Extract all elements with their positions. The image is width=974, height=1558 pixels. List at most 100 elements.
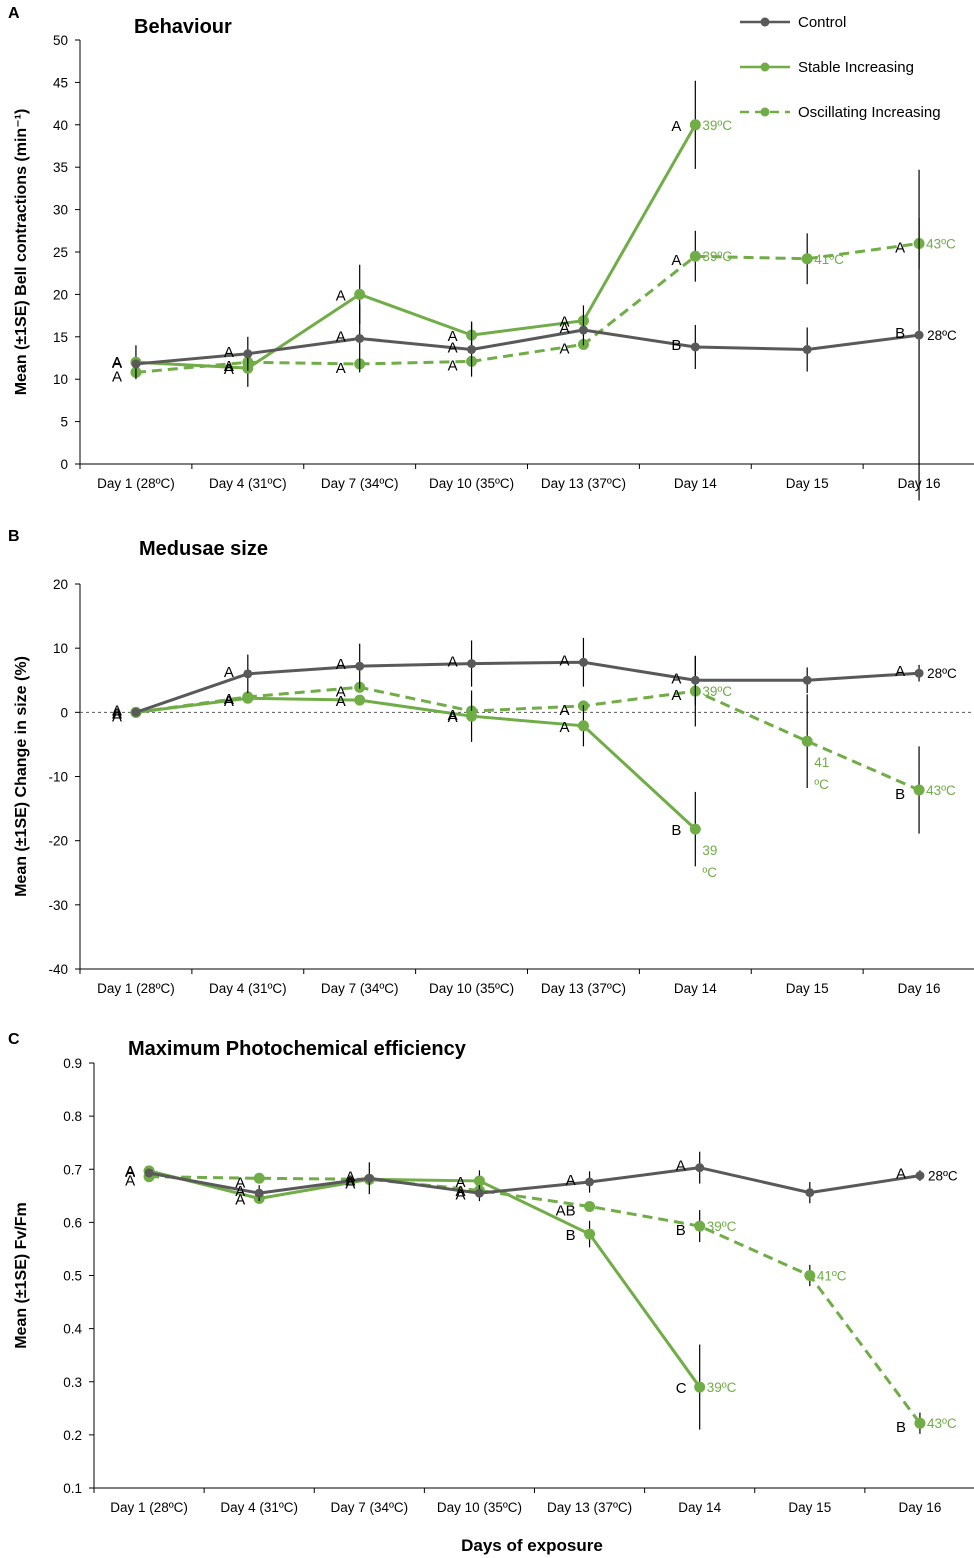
- significance-label: A: [112, 702, 122, 719]
- legend: Control Stable Increasing Oscillating In…: [740, 14, 941, 121]
- significance-label: A: [224, 664, 234, 681]
- significance-label: A: [671, 670, 681, 687]
- data-point-control: [355, 661, 365, 671]
- series-stable: [130, 690, 701, 867]
- data-point-stable: [577, 720, 589, 732]
- series-line-stable: [135, 696, 697, 831]
- x-tick-label: Day 1 (28ºC): [97, 981, 175, 996]
- significance-label: B: [896, 1419, 906, 1436]
- series-line-control: [148, 1166, 921, 1195]
- significance-label: B: [671, 337, 681, 354]
- significance-label: A: [448, 357, 458, 374]
- significance-label: A: [676, 1158, 686, 1175]
- y-tick-label: 30: [53, 203, 68, 218]
- significance-label: A: [336, 656, 346, 673]
- x-tick-label: Day 4 (31ºC): [209, 981, 287, 996]
- y-tick-label: 10: [53, 372, 68, 387]
- significance-label: A: [125, 1163, 135, 1180]
- significance-label: A: [336, 360, 346, 377]
- significance-label: A: [448, 707, 458, 724]
- x-tick-label: Day 7 (34ºC): [330, 1500, 408, 1515]
- data-point-oscillating: [694, 1220, 706, 1232]
- data-point-oscillating: [584, 1200, 596, 1212]
- significance-label: A: [336, 287, 346, 304]
- data-point-oscillating: [801, 253, 813, 265]
- significance-label: A: [448, 654, 458, 671]
- legend-control-marker: [760, 17, 770, 27]
- data-point-oscillating: [801, 735, 813, 747]
- significance-label: B: [566, 1227, 576, 1244]
- significance-label: A: [235, 1183, 245, 1200]
- y-axis-title: Mean (±1SE) Change in size (%): [13, 656, 30, 897]
- y-tick-label: -10: [48, 770, 68, 785]
- data-point-stable: [689, 823, 701, 835]
- significance-label: A: [224, 358, 234, 375]
- significance-label: B: [671, 822, 681, 839]
- data-point-control: [131, 359, 141, 369]
- x-tick-label: Day 15: [788, 1500, 831, 1515]
- data-point-stable: [242, 692, 254, 704]
- significance-label: AB: [556, 1202, 576, 1219]
- data-point-stable: [584, 1228, 596, 1240]
- x-tick-label: Day 13 (37ºC): [541, 981, 626, 996]
- significance-label: A: [112, 705, 122, 722]
- data-point-control: [578, 325, 588, 335]
- significance-label: A: [235, 1191, 245, 1208]
- significance-label: A: [336, 693, 346, 710]
- temperature-label: 43ºC: [927, 1416, 957, 1431]
- significance-label: A: [896, 1166, 906, 1183]
- data-point-control: [355, 333, 365, 343]
- data-point-control: [243, 349, 253, 359]
- y-tick-label: 20: [53, 287, 68, 302]
- significance-label: B: [895, 325, 905, 342]
- y-tick-label: 0.6: [63, 1215, 82, 1230]
- temperature-label: 43ºC: [926, 237, 956, 252]
- panel-title: Behaviour: [134, 16, 232, 38]
- significance-label: A: [336, 683, 346, 700]
- data-point-control: [243, 669, 253, 679]
- temperature-label: 41ºC: [814, 252, 844, 267]
- significance-label: A: [224, 361, 234, 378]
- significance-label: A: [455, 1187, 465, 1204]
- y-tick-label: 0.9: [63, 1056, 82, 1071]
- data-point-stable: [466, 710, 478, 722]
- x-tick-label: Day 13 (37ºC): [547, 1500, 632, 1515]
- data-point-stable: [354, 288, 366, 300]
- data-point-control: [690, 342, 700, 352]
- series-line-control: [135, 328, 920, 366]
- control-temperature-label: 28ºC: [928, 1169, 958, 1184]
- y-tick-label: 0.4: [63, 1322, 82, 1337]
- data-point-oscillating: [689, 250, 701, 262]
- significance-label: A: [112, 708, 122, 725]
- series-line-oscillating: [149, 1175, 922, 1425]
- y-tick-label: 0.2: [63, 1428, 82, 1443]
- x-tick-label: Day 10 (35ºC): [429, 476, 514, 491]
- data-point-control: [578, 657, 588, 667]
- y-tick-label: 40: [53, 118, 68, 133]
- panel-a: A Behaviour Mean (±1SE) Bell contractions …: [8, 5, 974, 501]
- x-tick-label: Day 7 (34ºC): [321, 981, 399, 996]
- y-tick-label: 5: [60, 415, 68, 430]
- data-point-control: [474, 1188, 484, 1198]
- data-point-stable: [354, 694, 366, 706]
- panel-title: Maximum Photochemical efficiency: [128, 1038, 467, 1060]
- significance-label: A: [224, 691, 234, 708]
- x-tick-label: Day 14: [674, 476, 717, 491]
- y-tick-label: 20: [53, 577, 68, 592]
- significance-label: A: [559, 320, 569, 337]
- significance-label: A: [224, 693, 234, 710]
- x-tick-label: Day 10 (35ºC): [429, 981, 514, 996]
- significance-label: B: [895, 786, 905, 803]
- series-stable: [143, 1165, 706, 1430]
- control-temperature-label: 28ºC: [927, 666, 957, 681]
- y-tick-label: 0: [60, 705, 68, 720]
- data-point-control: [467, 345, 477, 355]
- significance-label: A: [559, 652, 569, 669]
- x-tick-label: Day 10 (35ºC): [437, 1500, 522, 1515]
- significance-label: A: [559, 719, 569, 736]
- data-point-control: [690, 675, 700, 685]
- panel-b: B Medusae size Mean (±1SE) Change in size …: [8, 528, 974, 996]
- significance-label: A: [448, 709, 458, 726]
- panel-c: C Maximum Photochemical efficiency Mean (±…: [8, 1031, 974, 1515]
